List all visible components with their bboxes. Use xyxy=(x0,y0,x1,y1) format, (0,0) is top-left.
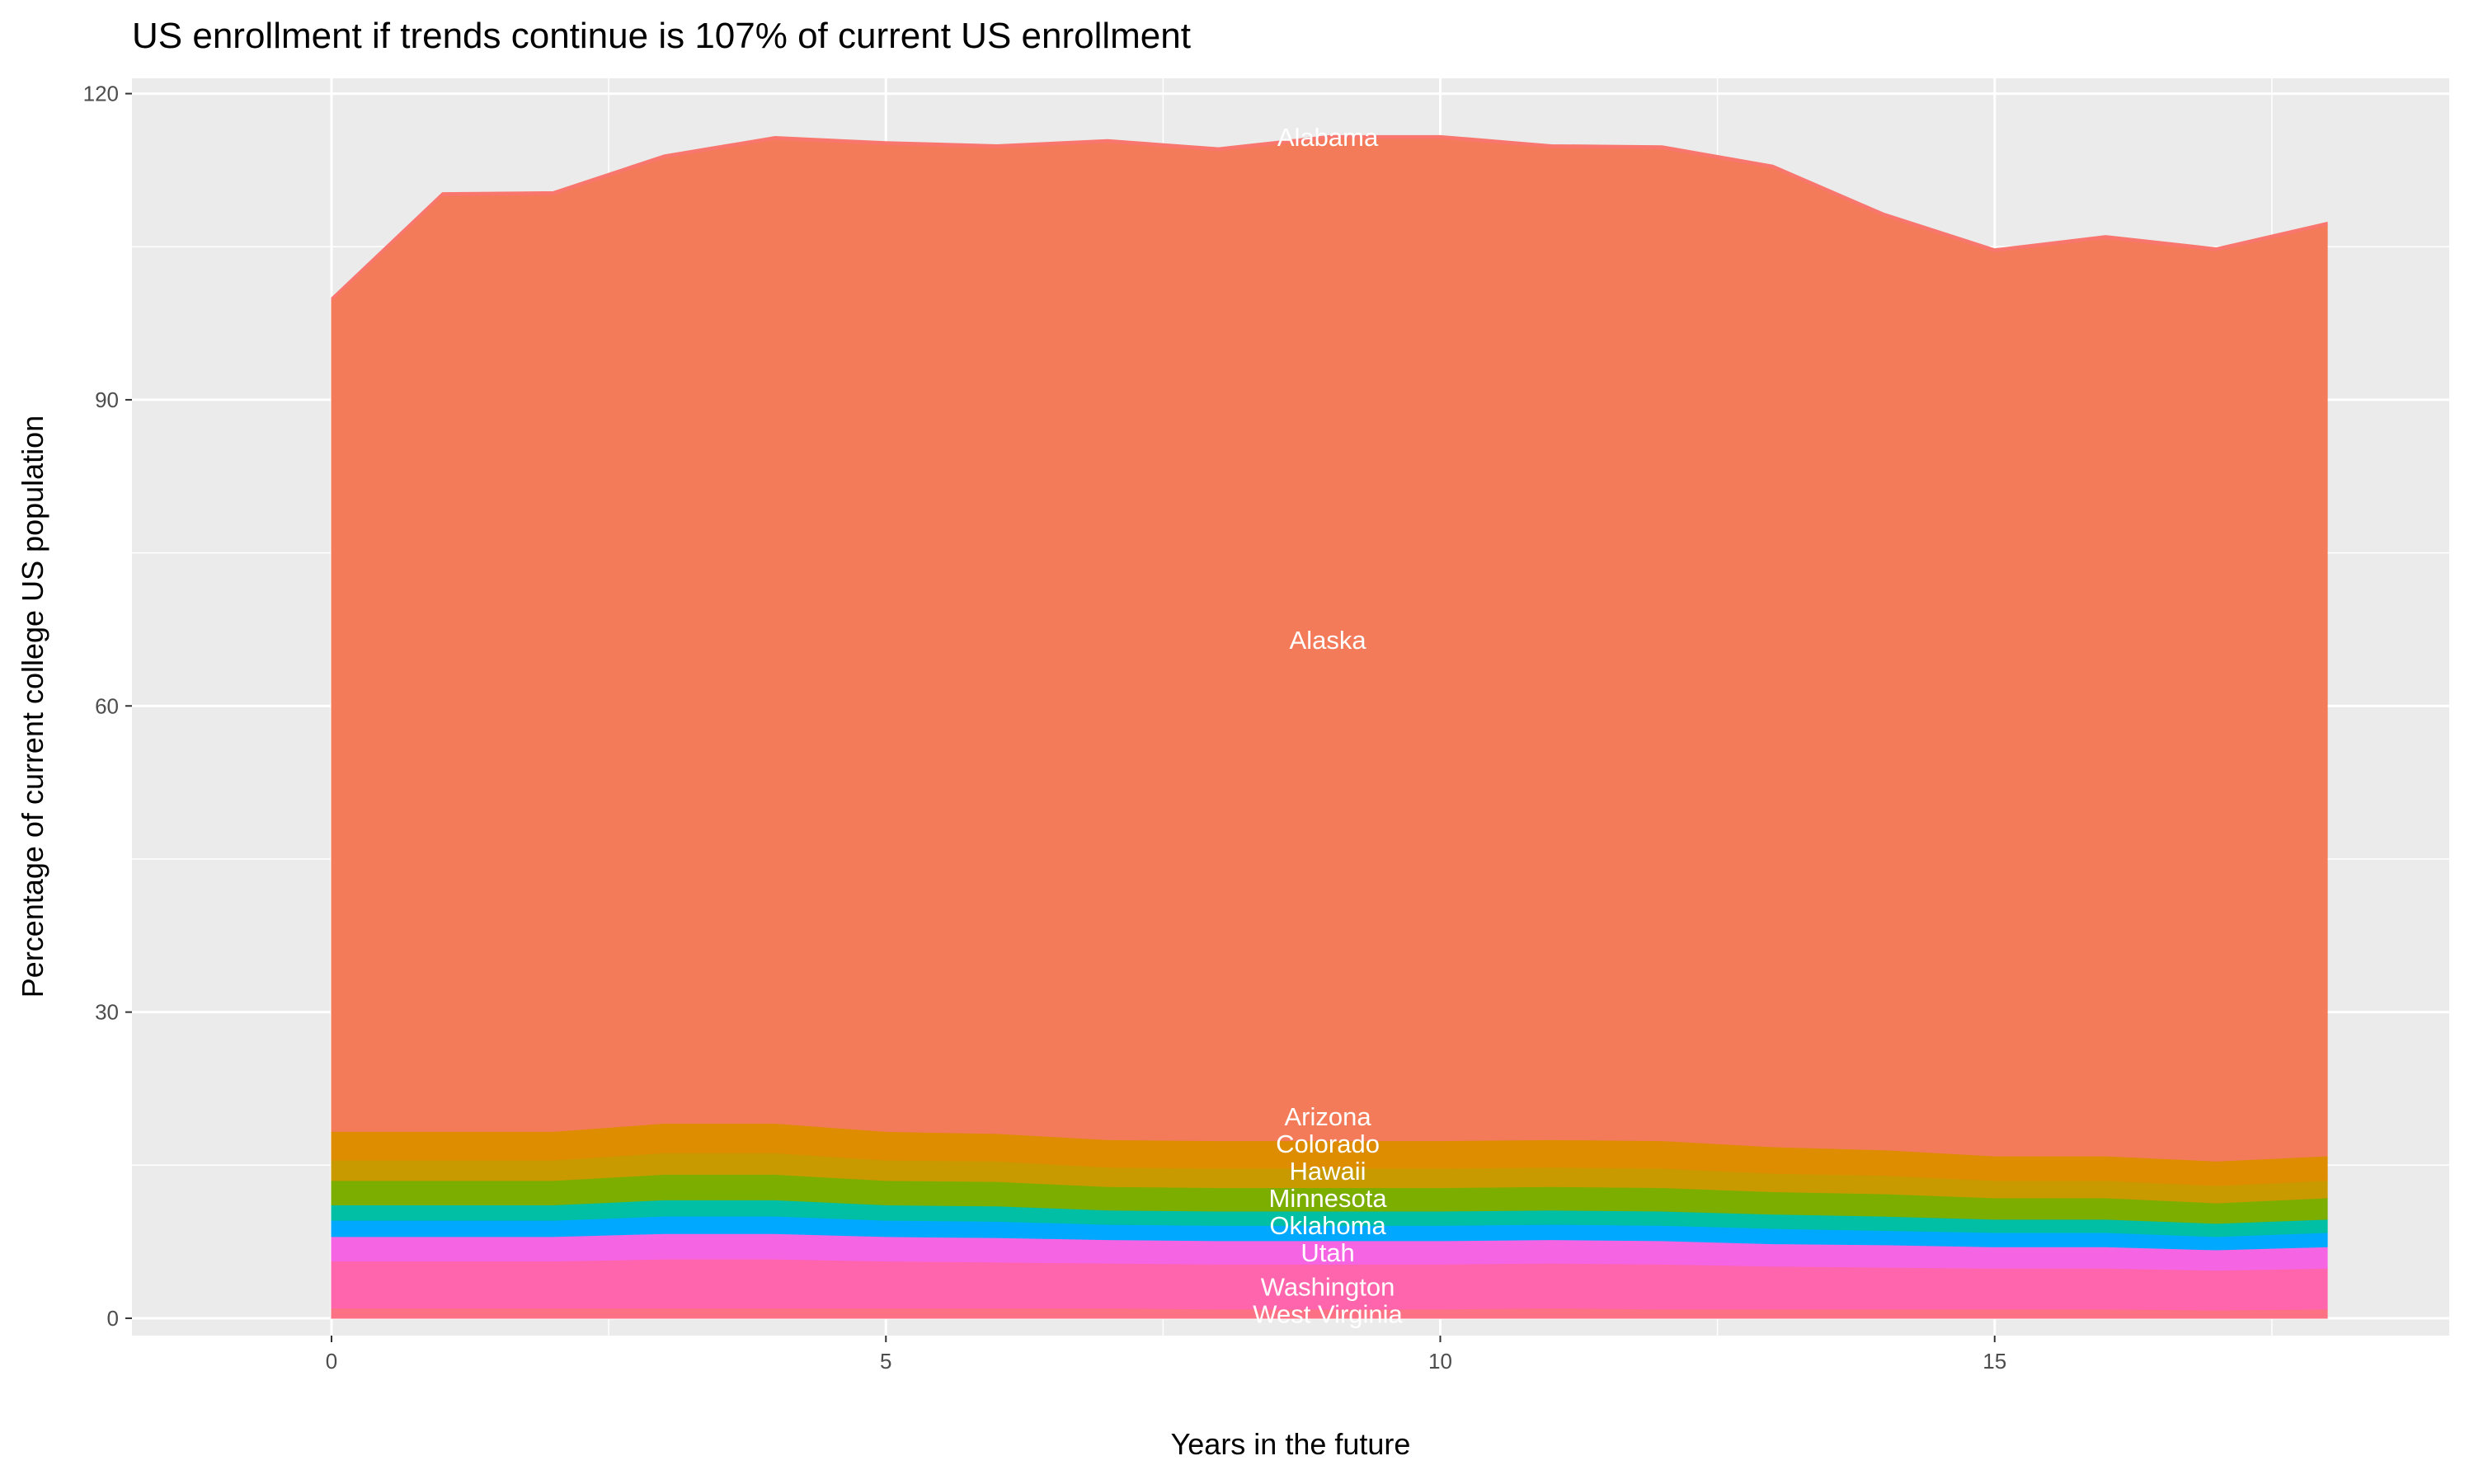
series-label: Hawaii xyxy=(1290,1157,1366,1186)
y-tick-label: 60 xyxy=(95,693,119,718)
y-tick-label: 120 xyxy=(83,82,119,106)
y-tick-label: 30 xyxy=(95,1000,119,1025)
area-layers xyxy=(331,134,2328,1319)
axes: 0 30 60 90 120 0 5 10 15 xyxy=(83,82,2007,1374)
area-alabama xyxy=(331,134,2328,303)
series-label: Minnesota xyxy=(1269,1184,1388,1213)
x-tick-label: 15 xyxy=(1982,1349,2006,1374)
series-label: West Virginia xyxy=(1253,1299,1403,1328)
series-label: Arizona xyxy=(1285,1102,1372,1131)
chart-title: US enrollment if trends continue is 107%… xyxy=(132,16,1191,56)
series-label: Alaska xyxy=(1290,626,1367,655)
series-label: Utah xyxy=(1300,1238,1354,1267)
series-label: Alabama xyxy=(1277,123,1379,152)
x-tick-label: 5 xyxy=(880,1349,891,1374)
series-label: Colorado xyxy=(1276,1129,1380,1158)
y-axis-title: Percentage of current college US populat… xyxy=(16,416,49,998)
series-label: Oklahoma xyxy=(1269,1211,1386,1240)
series-label: Washington xyxy=(1261,1272,1395,1301)
x-tick-label: 10 xyxy=(1428,1349,1452,1374)
y-tick-label: 0 xyxy=(107,1306,119,1331)
x-axis-title: Years in the future xyxy=(1171,1427,1411,1461)
x-tick-label: 0 xyxy=(326,1349,337,1374)
y-tick-label: 90 xyxy=(95,387,119,412)
